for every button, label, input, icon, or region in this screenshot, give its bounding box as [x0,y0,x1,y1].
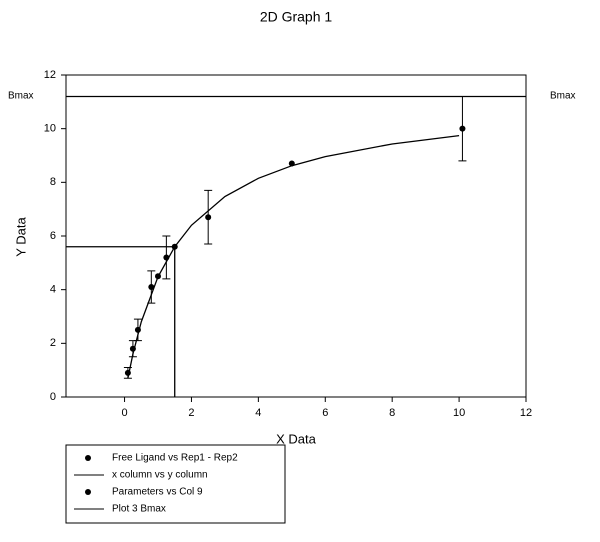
x-tick-label: 8 [389,407,395,419]
y-tick-label: 4 [50,284,56,296]
legend-label: Plot 3 Bmax [112,504,166,515]
y-tick-label: 8 [50,176,56,188]
x-tick-label: 4 [255,407,261,419]
drop-lines [66,246,176,397]
legend [65,444,286,524]
y-tick-label: 6 [50,230,56,242]
chart-title: 2D Graph 1 [260,9,333,25]
legend-symbol [85,489,91,495]
fit-curve [127,134,460,379]
point [148,283,155,290]
y-axis-label: Y Data [13,216,28,256]
x-tick-label: 6 [322,407,328,419]
x-tick-label: 10 [453,407,465,419]
annotation: Bmax [550,91,576,102]
point [205,214,212,221]
legend-label: x column vs y column [112,470,208,481]
y-tick-label: 2 [50,337,56,349]
y-tick-label: 0 [50,391,56,403]
x-tick-label: 12 [520,407,532,419]
x-tick-label: 2 [188,407,194,419]
point [171,243,178,250]
annotation: Bmax [8,91,34,102]
y-tick-label: 12 [44,69,56,81]
legend-symbol [85,455,91,461]
x-axis-label: X Data [276,431,317,446]
x-tick-label: 0 [121,407,127,419]
point [459,125,466,132]
legend-label: Free Ligand vs Rep1 - Rep2 [112,453,238,464]
legend-label: Parameters vs Col 9 [112,487,203,498]
y-tick-label: 10 [44,123,56,135]
